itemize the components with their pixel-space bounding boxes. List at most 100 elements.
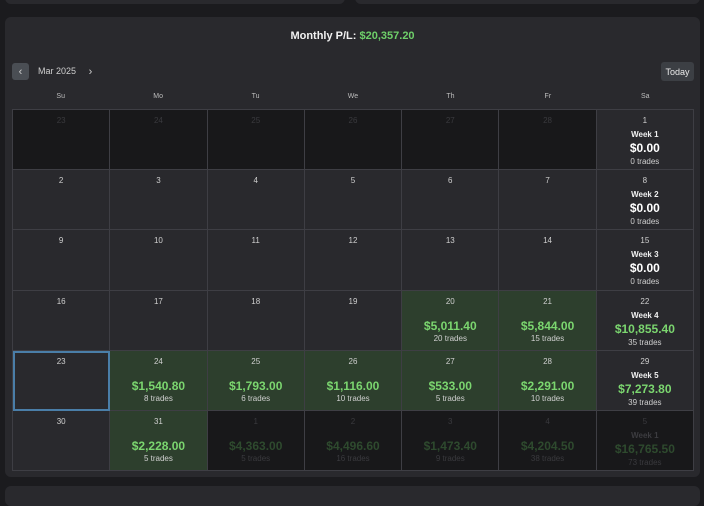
- day-number: 1: [642, 116, 648, 125]
- day-cell[interactable]: 12: [304, 230, 403, 291]
- day-number: 5: [350, 176, 356, 186]
- week-pl-amount: $0.00: [629, 261, 660, 276]
- day-number: 2: [350, 416, 356, 426]
- day-cell[interactable]: 27: [402, 110, 500, 171]
- week-pl-amount: $0.00: [629, 141, 660, 155]
- top-strip: [0, 0, 704, 10]
- week-pl-amount: $10,855.40: [614, 321, 675, 336]
- chevron-right-icon: ›: [88, 65, 93, 78]
- prev-month-button[interactable]: ‹: [12, 63, 29, 80]
- calendar-panel: Monthly P/L: $20,357.20 ‹ Mar 2025 › Tod…: [5, 17, 700, 477]
- day-cell[interactable]: 23: [13, 110, 111, 171]
- day-cell[interactable]: 18: [207, 290, 305, 351]
- day-cell[interactable]: 13: [402, 230, 500, 291]
- day-number: 28: [543, 116, 553, 125]
- day-number: 25: [251, 116, 261, 125]
- day-cell[interactable]: 3 $1,473.40 9 trades: [402, 410, 500, 471]
- day-cell[interactable]: 6: [402, 170, 500, 231]
- day-cell[interactable]: 3: [110, 170, 208, 231]
- monthly-pl-label: Monthly P/L:: [290, 30, 357, 42]
- day-cell[interactable]: 9: [13, 230, 111, 291]
- day-pl-amount: $1,793.00: [229, 378, 283, 393]
- day-number: 31: [153, 416, 163, 426]
- day-cell[interactable]: 26 $1,116.00 10 trades: [304, 350, 403, 411]
- week-summary-cell[interactable]: 8 Week 2 $0.00 0 trades: [596, 170, 694, 231]
- day-cell[interactable]: 11: [207, 230, 305, 291]
- bottom-panel: [5, 486, 700, 506]
- day-cell[interactable]: 21 $5,844.00 15 trades: [499, 290, 597, 351]
- today-button[interactable]: Today: [661, 62, 694, 81]
- day-cell[interactable]: 17: [110, 290, 208, 351]
- day-number: 13: [445, 236, 455, 246]
- day-cell[interactable]: 4 $4,204.50 38 trades: [499, 410, 597, 471]
- day-trade-count: 6 trades: [241, 393, 271, 403]
- week-summary-cell[interactable]: 29 Week 5 $7,273.80 39 trades: [596, 350, 694, 411]
- week-trade-count: 73 trades: [628, 457, 662, 467]
- day-number: 8: [642, 176, 648, 186]
- day-trade-count: 5 trades: [241, 453, 271, 463]
- day-number: 30: [56, 416, 66, 426]
- top-panel-right: [355, 0, 700, 4]
- day-number: 27: [445, 356, 455, 366]
- week-summary-cell[interactable]: 5 Week 1 $16,765.50 73 trades: [596, 410, 694, 471]
- day-cell[interactable]: 20 $5,011.40 20 trades: [402, 290, 500, 351]
- week-trade-count: 39 trades: [628, 397, 662, 407]
- day-cell[interactable]: 27 $533.00 5 trades: [402, 350, 500, 411]
- day-number: 23: [56, 116, 66, 125]
- day-number: 14: [543, 236, 553, 246]
- day-cell[interactable]: 28 $2,291.00 10 trades: [499, 350, 597, 411]
- day-cell[interactable]: 28: [499, 110, 597, 171]
- day-number: 22: [640, 296, 650, 306]
- week-summary-cell[interactable]: 22 Week 4 $10,855.40 35 trades: [596, 290, 694, 351]
- day-cell[interactable]: 2: [13, 170, 111, 231]
- day-pl-amount: $1,540.80: [131, 378, 186, 393]
- day-number: 3: [448, 416, 453, 426]
- day-cell[interactable]: 26: [304, 110, 403, 171]
- day-number: 26: [348, 116, 358, 125]
- day-number: 15: [640, 236, 650, 246]
- day-cell[interactable]: 24: [110, 110, 208, 171]
- next-month-button[interactable]: ›: [82, 63, 99, 80]
- week-label: Week 3: [631, 250, 659, 260]
- day-cell[interactable]: 2 $4,496.60 16 trades: [304, 410, 403, 471]
- day-cell[interactable]: 25 $1,793.00 6 trades: [207, 350, 305, 411]
- day-number: 6: [448, 176, 453, 186]
- week-label: Week 1: [631, 130, 659, 139]
- weekday-tu: Tu: [251, 93, 260, 100]
- day-number: 2: [58, 176, 64, 186]
- day-cell[interactable]: 31 $2,228.00 5 trades: [110, 410, 208, 471]
- day-cell[interactable]: 4: [207, 170, 305, 231]
- day-number: 12: [348, 236, 358, 246]
- day-cell[interactable]: 19: [304, 290, 403, 351]
- day-cell[interactable]: 10: [110, 230, 208, 291]
- day-cell[interactable]: 24 $1,540.80 8 trades: [110, 350, 208, 411]
- week-summary-cell[interactable]: 1 Week 1 $0.00 0 trades: [596, 110, 694, 171]
- week-summary-cell[interactable]: 15 Week 3 $0.00 0 trades: [596, 230, 694, 291]
- day-cell[interactable]: 25: [207, 110, 305, 171]
- weekday-th: Th: [446, 93, 455, 100]
- day-cell[interactable]: 16: [13, 290, 111, 351]
- week-trade-count: 0 trades: [630, 157, 660, 166]
- day-trade-count: 9 trades: [435, 453, 465, 463]
- day-cell[interactable]: 5: [304, 170, 403, 231]
- day-cell[interactable]: 23: [13, 350, 111, 411]
- day-pl-amount: $4,496.60: [326, 438, 380, 453]
- week-trade-count: 35 trades: [628, 337, 662, 347]
- day-number: 23: [56, 356, 66, 366]
- day-pl-amount: $2,291.00: [520, 378, 575, 393]
- day-pl-amount: $4,363.00: [229, 438, 283, 453]
- day-number: 1: [253, 416, 258, 426]
- week-label: Week 4: [631, 310, 659, 320]
- day-number: 10: [153, 236, 163, 246]
- day-cell[interactable]: 30: [13, 410, 111, 471]
- weekday-we: We: [347, 93, 359, 100]
- monthly-pl-title: Monthly P/L: $20,357.20: [5, 30, 700, 42]
- day-number: 16: [56, 296, 66, 306]
- day-cell[interactable]: 14: [499, 230, 597, 291]
- day-cell[interactable]: 7: [499, 170, 597, 231]
- week-trade-count: 0 trades: [630, 277, 660, 287]
- weekday-mo: Mo: [153, 93, 163, 100]
- day-cell[interactable]: 1 $4,363.00 5 trades: [207, 410, 305, 471]
- weekday-su: Su: [56, 93, 65, 100]
- day-pl-amount: $1,473.40: [423, 438, 477, 453]
